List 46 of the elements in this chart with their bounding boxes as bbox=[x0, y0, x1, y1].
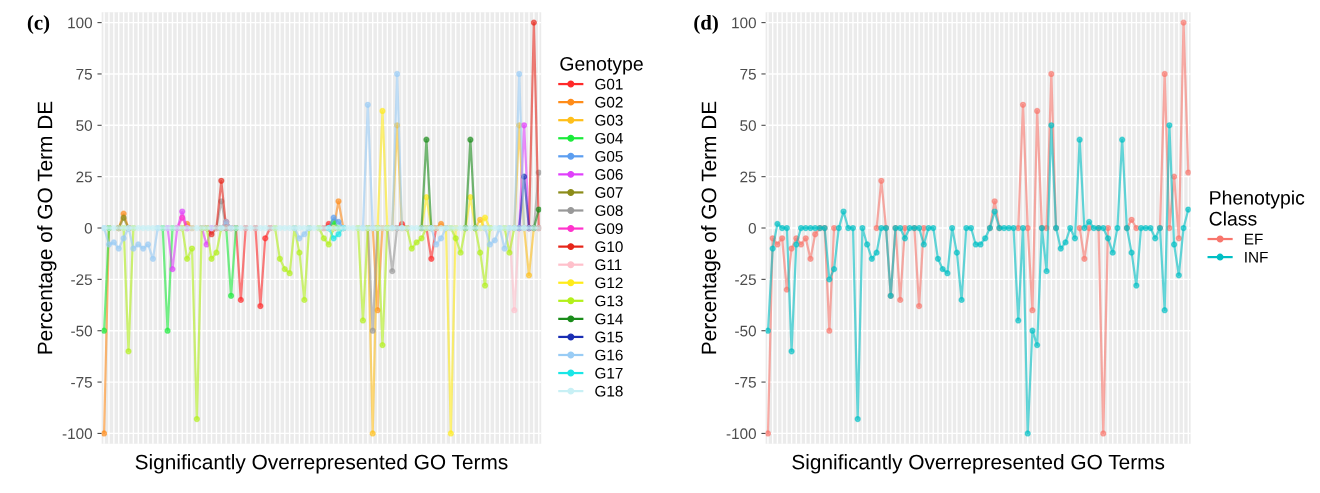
legend-label: G13 bbox=[595, 295, 623, 307]
y-tick-label: -25 bbox=[71, 274, 92, 286]
y-tick-label: 25 bbox=[76, 171, 92, 183]
legend-label: G06 bbox=[595, 169, 623, 180]
legend-label: G10 bbox=[595, 241, 623, 253]
y-tick-label: -75 bbox=[735, 377, 756, 388]
legend-label: EF bbox=[1245, 233, 1263, 245]
chart-title: (c) bbox=[27, 15, 50, 34]
y-tick-label: 0 bbox=[748, 222, 756, 234]
legend-label: G03 bbox=[595, 114, 623, 126]
chart-title: (d) bbox=[694, 15, 718, 34]
legend-label: G14 bbox=[595, 313, 623, 325]
legend-label: G04 bbox=[595, 132, 623, 144]
legend-label: G12 bbox=[595, 277, 623, 289]
legend-title: Phenotypic Class bbox=[1209, 190, 1305, 226]
y-tick-label: 50 bbox=[76, 120, 93, 131]
y-tick-label: 0 bbox=[84, 222, 93, 234]
y-tick-label: -25 bbox=[735, 274, 756, 286]
y-axis-title: Percentage of GO Term DE bbox=[701, 101, 721, 354]
y-tick-label: -50 bbox=[71, 325, 93, 337]
legend-label: G08 bbox=[595, 205, 623, 216]
legend-label: G18 bbox=[595, 385, 623, 397]
legend-label: G01 bbox=[595, 78, 623, 90]
y-tick-label: 100 bbox=[68, 17, 93, 29]
y-tick-label: -100 bbox=[726, 428, 756, 440]
legend-label: G15 bbox=[595, 331, 623, 343]
y-tick-label: -100 bbox=[62, 428, 93, 440]
y-tick-label: -75 bbox=[71, 377, 92, 388]
y-axis-title: Percentage of GO Term DE bbox=[37, 101, 57, 354]
y-tick-label: 50 bbox=[740, 120, 756, 131]
legend-label: G09 bbox=[595, 223, 623, 235]
y-tick-label: 75 bbox=[740, 68, 756, 80]
legend-label: G16 bbox=[595, 349, 623, 361]
y-tick-label: 100 bbox=[732, 17, 756, 29]
y-tick-label: 25 bbox=[740, 171, 756, 183]
legend-label: G11 bbox=[595, 259, 622, 271]
legend-label: G02 bbox=[595, 96, 623, 108]
legend-label: G17 bbox=[595, 367, 623, 379]
legend-title: Genotype bbox=[560, 56, 643, 75]
y-tick-label: 75 bbox=[76, 68, 92, 80]
legend-label: G07 bbox=[595, 187, 623, 198]
legend-label: INF bbox=[1245, 251, 1268, 263]
x-axis-title: Significantly Overrepresented GO Terms bbox=[792, 454, 1165, 474]
x-axis-title: Significantly Overrepresented GO Terms bbox=[135, 454, 508, 474]
legend-label: G05 bbox=[595, 150, 623, 162]
y-tick-label: -50 bbox=[735, 325, 756, 337]
